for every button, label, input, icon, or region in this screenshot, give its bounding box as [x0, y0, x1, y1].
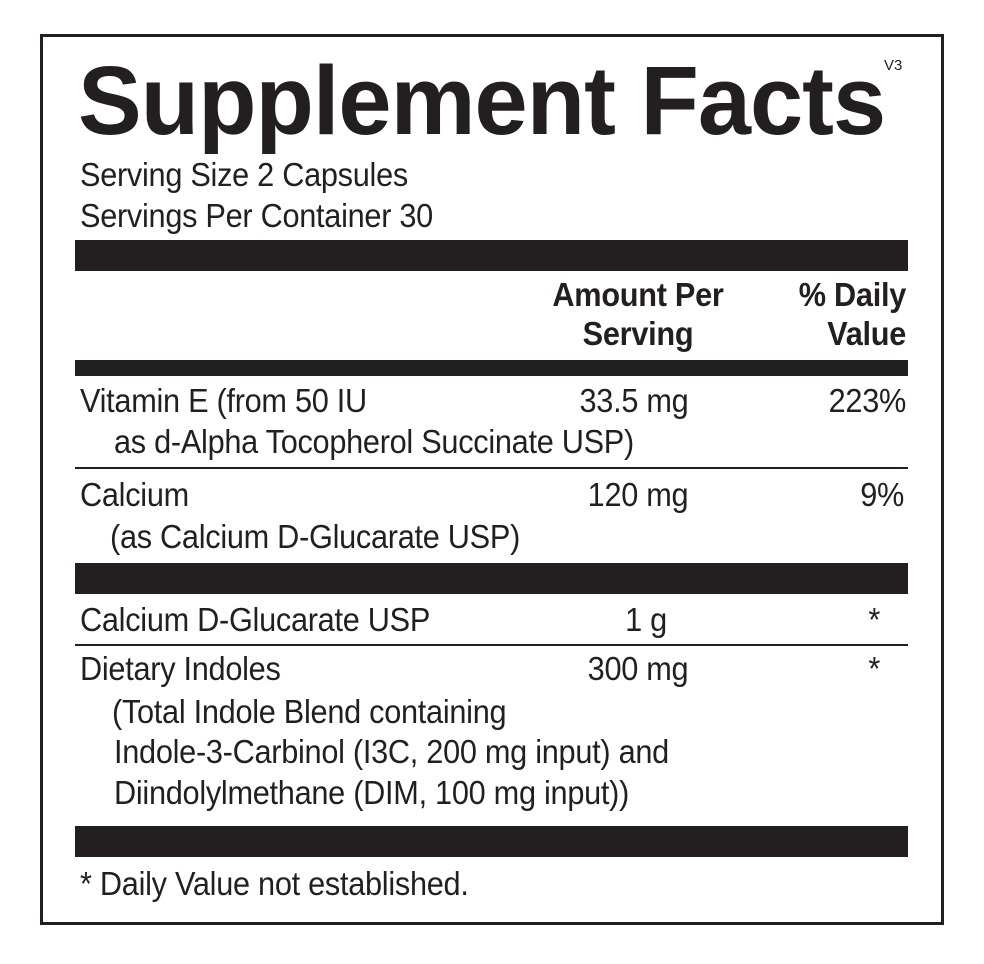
serving-size: Serving Size 2 Capsules [80, 156, 408, 193]
nutrient-dv: 223% [828, 382, 907, 419]
daily-value-header-line2: Value [827, 315, 906, 352]
amount-header-line2: Serving [582, 315, 694, 352]
ingredient-source: (Total Indole Blend containing [112, 693, 507, 730]
ingredient-source: Indole-3-Carbinol (I3C, 200 mg input) an… [114, 733, 669, 770]
amount-header: Amount Per [552, 276, 724, 313]
footnote: * Daily Value not established. [80, 865, 469, 902]
nutrient-amount: 33.5 mg [579, 382, 689, 419]
nutrient-dv: 9% [860, 476, 904, 513]
nutrient-amount: 120 mg [587, 476, 689, 513]
version-tag: V3 [884, 57, 903, 74]
divider-bar [75, 240, 908, 271]
row-divider [75, 467, 908, 469]
label-title: Supplement Facts [78, 46, 886, 155]
label-border [40, 34, 944, 925]
nutrient-source: (as Calcium D-Glucarate USP) [110, 518, 521, 555]
ingredient-dv: * [868, 601, 880, 638]
nutrient-name: Vitamin E (from 50 IU [80, 382, 367, 419]
ingredient-name: Calcium D-Glucarate USP [80, 601, 431, 638]
nutrient-name: Calcium [80, 476, 189, 513]
row-divider [75, 644, 908, 646]
ingredient-dv: * [868, 650, 880, 687]
nutrient-source: as d-Alpha Tocopherol Succinate USP) [114, 423, 634, 460]
ingredient-amount: 300 mg [587, 650, 689, 687]
divider-bar [75, 826, 908, 857]
servings-per-container: Servings Per Container 30 [80, 197, 433, 234]
ingredient-source: Diindolylmethane (DIM, 100 mg input)) [114, 774, 630, 811]
ingredient-name: Dietary Indoles [80, 650, 281, 687]
divider-bar [75, 563, 908, 594]
divider-bar [75, 360, 908, 376]
ingredient-amount: 1 g [625, 601, 667, 638]
daily-value-header: % Daily [798, 276, 907, 313]
